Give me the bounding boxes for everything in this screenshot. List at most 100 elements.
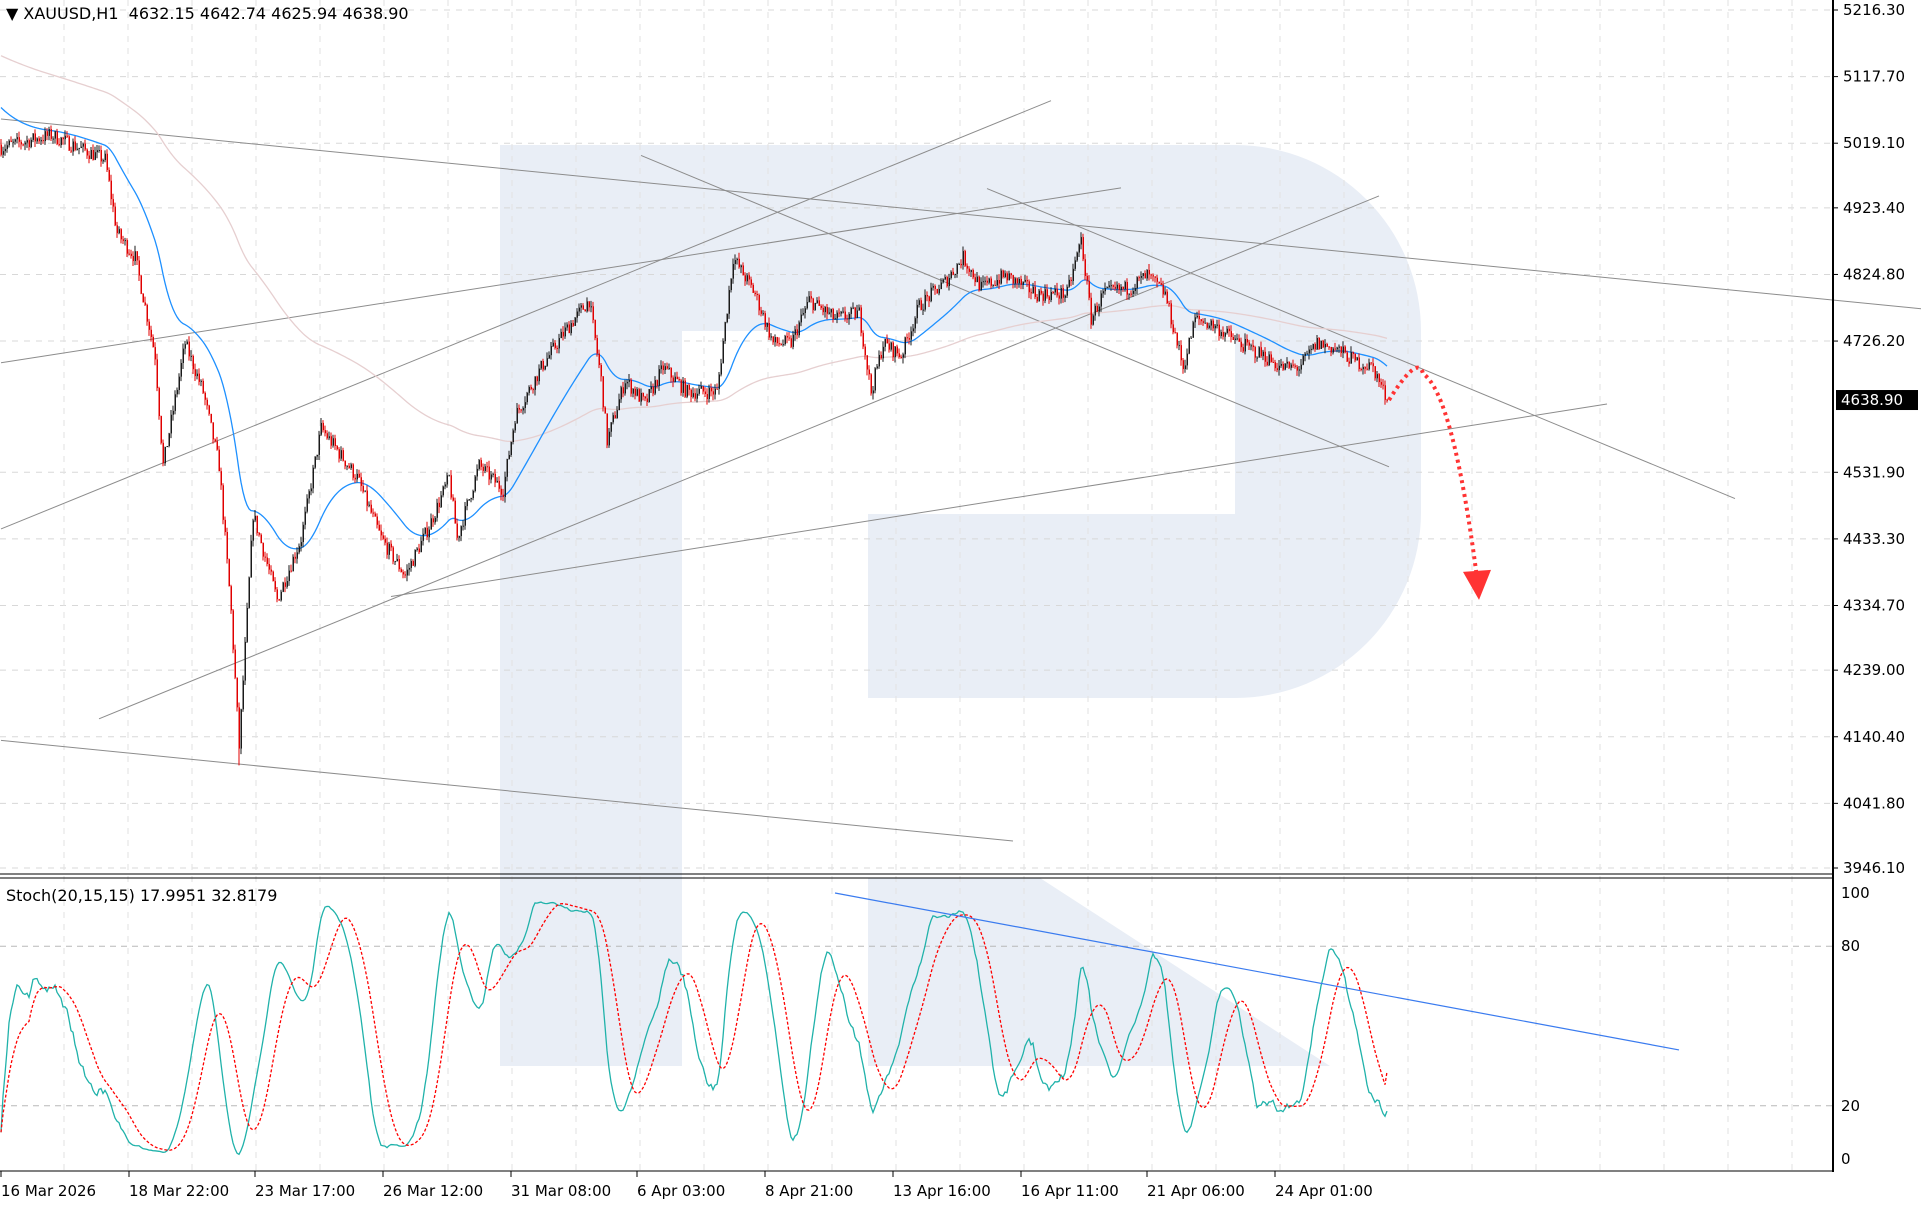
candle-body: [358, 473, 360, 478]
candle-body: [602, 376, 604, 408]
candle-body: [806, 302, 808, 309]
candle-body: [832, 309, 834, 320]
candle-body: [148, 321, 150, 330]
candle-body: [994, 284, 996, 286]
candle-body: [192, 355, 194, 370]
candle-body: [796, 329, 798, 336]
candle-body: [248, 577, 250, 608]
candle-body: [446, 475, 448, 485]
candle-body: [1074, 260, 1076, 269]
candle-body: [530, 386, 532, 390]
candle-body: [1010, 273, 1012, 276]
candle-body: [266, 557, 268, 564]
candle-body: [320, 422, 322, 435]
candle-body: [210, 413, 212, 423]
candle-body: [928, 296, 930, 302]
candle-body: [1366, 368, 1368, 370]
candle-body: [900, 357, 902, 359]
candle-body: [606, 413, 608, 446]
candle-body: [96, 150, 98, 153]
indicator-label: Stoch(20,15,15): [6, 886, 135, 905]
candle-body: [216, 441, 218, 450]
candle-body: [586, 301, 588, 312]
candle-body: [746, 275, 748, 282]
candle-body: [4, 148, 6, 152]
collapse-triangle-icon[interactable]: ▼: [6, 4, 24, 23]
candle-body: [458, 536, 460, 538]
candle-body: [368, 504, 370, 506]
candle-body: [182, 348, 184, 363]
candle-body: [260, 534, 262, 543]
candle-body: [866, 355, 868, 370]
candle-body: [1058, 295, 1060, 299]
candle-body: [1050, 292, 1052, 301]
candle-body: [374, 513, 376, 517]
candle-body: [1192, 322, 1194, 338]
candle-body: [26, 140, 28, 143]
candle-body: [1004, 273, 1006, 277]
candle-body: [1198, 315, 1200, 320]
candle-body: [1080, 237, 1082, 245]
candle-body: [1184, 365, 1186, 370]
candle-body: [742, 265, 744, 276]
candle-body: [476, 468, 478, 477]
candle-body: [1330, 346, 1332, 353]
candle-body: [574, 317, 576, 326]
candle-body: [1088, 280, 1090, 298]
candle-body: [628, 379, 630, 382]
candle-body: [632, 388, 634, 394]
candle-body: [60, 137, 62, 146]
candle-body: [1368, 362, 1370, 370]
indicator-title: Stoch(20,15,15) 17.9951 32.8179: [6, 886, 277, 905]
candle-body: [808, 296, 810, 303]
candle-body: [630, 379, 632, 394]
candle-body: [1166, 291, 1168, 304]
candle-body: [500, 488, 502, 495]
candle-body: [418, 548, 420, 553]
candle-body: [744, 275, 746, 282]
forecast-path: [1387, 365, 1479, 579]
candle-body: [840, 311, 842, 314]
candle-body: [1316, 338, 1318, 350]
candle-body: [1016, 278, 1018, 284]
candle-body: [550, 346, 552, 356]
trendlines[interactable]: [0, 100, 1921, 842]
price-tick-label: 4824.80: [1843, 265, 1905, 283]
candle-body: [1212, 320, 1214, 329]
candle-body: [16, 137, 18, 140]
candle-body: [164, 447, 166, 464]
candle-body: [506, 459, 508, 477]
candle-body: [752, 284, 754, 293]
candle-body: [620, 387, 622, 400]
candle-body: [1236, 338, 1238, 340]
candle-body: [1230, 331, 1232, 337]
candle-body: [1374, 366, 1376, 379]
candle-body: [284, 582, 286, 587]
candle-body: [754, 292, 756, 294]
candle-body: [66, 135, 68, 137]
candle-body: [1364, 367, 1366, 369]
candle-body: [1112, 285, 1114, 287]
candle-body: [474, 476, 476, 492]
candle-body: [598, 353, 600, 366]
candle-body: [486, 466, 488, 468]
candle-body: [872, 390, 874, 394]
candle-body: [1292, 364, 1294, 366]
candle-body: [1386, 399, 1388, 401]
candle-body: [1308, 349, 1310, 354]
candle-body: [792, 334, 794, 347]
candle-body: [856, 310, 858, 319]
candle-body: [642, 392, 644, 397]
candle-body: [708, 387, 710, 400]
candle-body: [836, 312, 838, 319]
candle-body: [826, 306, 828, 314]
candle-body: [810, 296, 812, 299]
candle-body: [352, 464, 354, 478]
candle-body: [658, 369, 660, 386]
candle-body: [564, 327, 566, 337]
candle-body: [168, 433, 170, 447]
candle-body: [1350, 352, 1352, 364]
candle-body: [268, 563, 270, 570]
candle-body: [844, 311, 846, 319]
